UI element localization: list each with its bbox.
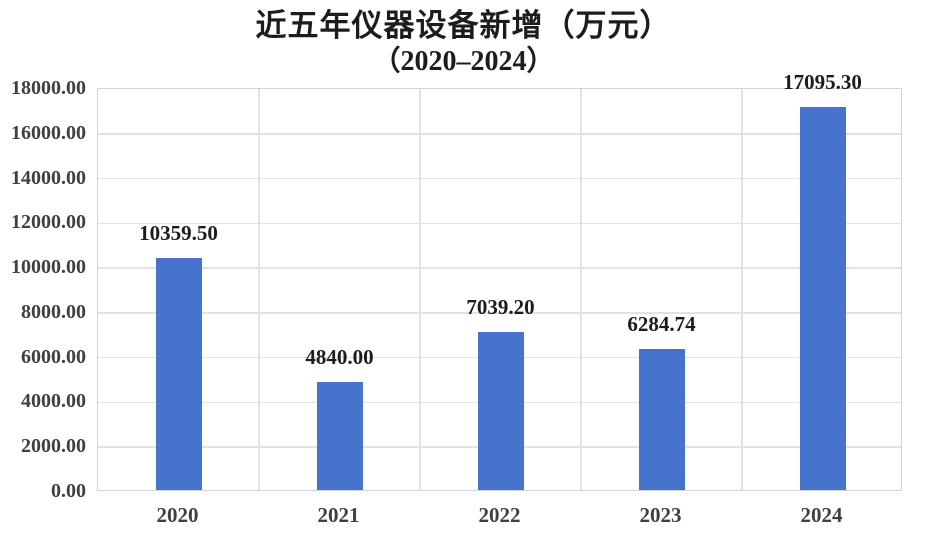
y-tick-label: 4000.00 — [21, 390, 86, 413]
h-gridline — [98, 133, 901, 135]
data-label-2020: 10359.50 — [139, 221, 218, 246]
chart-title: 近五年仪器设备新增（万元） — [255, 8, 672, 43]
data-label-2024: 17095.30 — [783, 70, 862, 95]
y-tick-label: 6000.00 — [21, 345, 86, 368]
y-tick-label: 8000.00 — [21, 300, 86, 323]
v-gridline — [580, 89, 582, 490]
bar-2024 — [799, 107, 846, 490]
y-tick-label: 0.00 — [51, 480, 86, 502]
h-gridline — [98, 177, 901, 180]
x-tick-label-2021: 2021 — [317, 503, 360, 527]
chart-subtitle: （2020–2024） — [372, 46, 555, 77]
data-label-2022: 7039.20 — [466, 295, 535, 320]
v-gridline — [741, 89, 743, 490]
y-tick-label: 16000.00 — [11, 121, 86, 144]
v-gridline — [258, 89, 260, 490]
h-gridline — [98, 267, 901, 269]
bar-2021 — [316, 381, 363, 490]
x-tick-label-2023: 2023 — [639, 503, 682, 527]
x-tick-label-2024: 2024 — [800, 503, 843, 527]
bar-2023 — [638, 349, 685, 490]
y-tick-label: 18000.00 — [11, 77, 86, 99]
bar-2020 — [155, 258, 202, 490]
y-tick-label: 12000.00 — [11, 211, 86, 234]
bar-2022 — [477, 332, 524, 490]
y-tick-label: 14000.00 — [11, 166, 86, 189]
y-tick-label: 10000.00 — [11, 256, 86, 279]
h-gridline — [98, 312, 901, 314]
data-label-2023: 6284.74 — [627, 312, 696, 337]
plot-area: 10359.50 4840.00 7039.20 6284.74 17095.30 — [97, 70, 902, 491]
y-tick-label: 2000.00 — [21, 435, 86, 458]
v-gridline — [419, 89, 421, 490]
h-gridline — [98, 222, 901, 225]
x-tick-label-2020: 2020 — [156, 503, 199, 527]
data-label-2021: 4840.00 — [305, 344, 374, 369]
x-tick-label-2022: 2022 — [478, 503, 521, 527]
